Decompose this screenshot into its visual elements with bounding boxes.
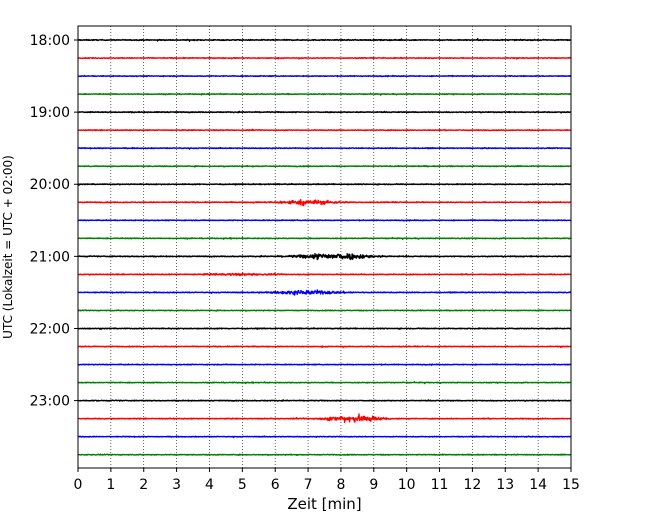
x-axis-label: Zeit [min] bbox=[287, 495, 361, 513]
x-tick-label: 0 bbox=[74, 477, 83, 493]
x-tick-label: 9 bbox=[369, 477, 378, 493]
x-tick-label: 10 bbox=[398, 477, 416, 493]
x-tick-label: 13 bbox=[496, 477, 514, 493]
trace-2230 bbox=[77, 363, 572, 366]
x-axis-ticks: 0 1 2 3 4 5 6 7 8 9 10 11 12 13 14 15 bbox=[74, 468, 580, 493]
x-tick-label: 8 bbox=[336, 477, 345, 493]
x-tick-label: 14 bbox=[529, 477, 547, 493]
x-tick-label: 1 bbox=[106, 477, 115, 493]
trace-2245 bbox=[77, 381, 572, 385]
x-tick-label: 2 bbox=[139, 477, 148, 493]
trace-2130 bbox=[77, 289, 572, 296]
x-tick-label: 5 bbox=[238, 477, 247, 493]
trace-2315 bbox=[77, 413, 572, 424]
trace-2330 bbox=[77, 435, 572, 439]
trace-2000 bbox=[77, 182, 572, 186]
trace-2300 bbox=[77, 399, 572, 402]
trace-1815 bbox=[77, 56, 572, 60]
y-tick-label: 22:00 bbox=[30, 321, 70, 337]
plot-frame bbox=[77, 25, 572, 469]
x-tick-label: 7 bbox=[304, 477, 313, 493]
trace-2100 bbox=[77, 252, 572, 261]
trace-2145 bbox=[77, 309, 572, 312]
trace-2015 bbox=[77, 198, 572, 207]
traces bbox=[77, 37, 572, 457]
trace-1830 bbox=[77, 74, 572, 78]
y-tick-label: 19:00 bbox=[30, 105, 70, 121]
trace-1945 bbox=[77, 164, 572, 168]
trace-1930 bbox=[77, 146, 572, 150]
trace-2200 bbox=[77, 327, 572, 330]
trace-2030 bbox=[77, 219, 572, 222]
x-tick-label: 12 bbox=[463, 477, 481, 493]
y-axis-ticks: 18:00 19:00 20:00 21:00 22:00 23:00 bbox=[30, 33, 78, 410]
trace-1845 bbox=[77, 92, 572, 96]
trace-1900 bbox=[77, 110, 572, 114]
x-tick-label: 15 bbox=[562, 477, 580, 493]
x-tick-label: 3 bbox=[172, 477, 181, 493]
x-tick-label: 4 bbox=[205, 477, 214, 493]
trace-2045 bbox=[77, 236, 572, 241]
trace-2115 bbox=[77, 272, 572, 277]
grid-lines bbox=[110, 26, 539, 468]
y-tick-label: 23:00 bbox=[30, 394, 70, 410]
y-tick-label: 20:00 bbox=[30, 177, 70, 193]
trace-2345 bbox=[77, 453, 572, 457]
trace-1915 bbox=[77, 128, 572, 132]
x-tick-label: 11 bbox=[431, 477, 449, 493]
y-tick-label: 21:00 bbox=[30, 249, 70, 265]
trace-1800 bbox=[77, 37, 572, 42]
y-tick-label: 18:00 bbox=[30, 33, 70, 49]
x-tick-label: 6 bbox=[271, 477, 280, 493]
trace-2215 bbox=[77, 345, 572, 349]
y-axis-label: UTC (Lokalzeit = UTC + 02:00) bbox=[1, 155, 15, 339]
